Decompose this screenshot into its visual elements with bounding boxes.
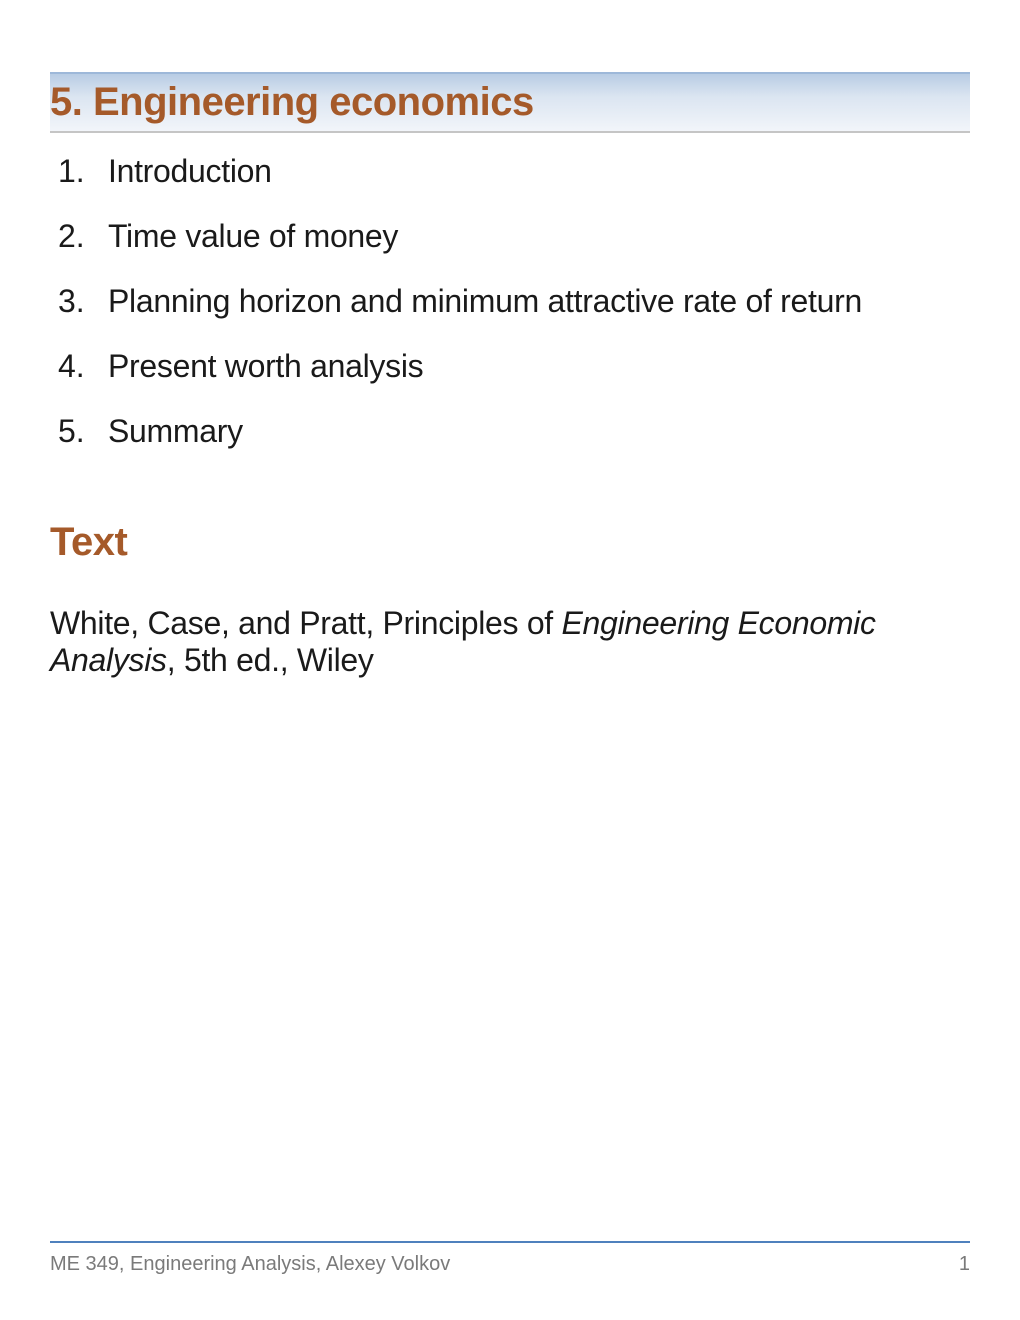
slide-title: 5. Engineering economics	[50, 80, 970, 125]
list-number: 5.	[58, 413, 108, 450]
list-item: 3. Planning horizon and minimum attracti…	[58, 283, 970, 320]
list-number: 2.	[58, 218, 108, 255]
list-item: 4. Present worth analysis	[58, 348, 970, 385]
footer-text: ME 349, Engineering Analysis, Alexey Vol…	[50, 1253, 450, 1276]
title-bar: 5. Engineering economics	[50, 72, 970, 133]
reference-prefix: White, Case, and Pratt, Principles of	[50, 605, 562, 641]
list-label: Planning horizon and minimum attractive …	[108, 283, 862, 320]
slide: 5. Engineering economics 1. Introduction…	[0, 0, 1020, 1320]
section-heading: Text	[50, 520, 970, 565]
list-item: 1. Introduction	[58, 153, 970, 190]
list-label: Present worth analysis	[108, 348, 423, 385]
page-number: 1	[959, 1253, 970, 1276]
reference-suffix: , 5th ed., Wiley	[167, 642, 374, 678]
outline-list: 1. Introduction 2. Time value of money 3…	[50, 153, 970, 450]
list-number: 4.	[58, 348, 108, 385]
list-item: 2. Time value of money	[58, 218, 970, 255]
list-item: 5. Summary	[58, 413, 970, 450]
list-label: Introduction	[108, 153, 272, 190]
list-label: Time value of money	[108, 218, 398, 255]
reference-line: White, Case, and Pratt, Principles of En…	[50, 605, 970, 679]
list-number: 1.	[58, 153, 108, 190]
footer: ME 349, Engineering Analysis, Alexey Vol…	[50, 1241, 970, 1276]
list-label: Summary	[108, 413, 243, 450]
list-number: 3.	[58, 283, 108, 320]
